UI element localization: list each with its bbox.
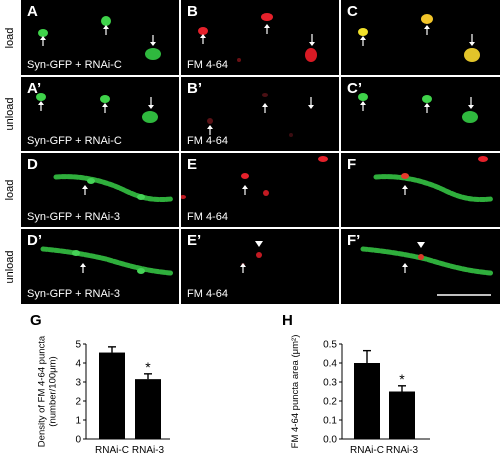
panel-E-prime: E’ FM 4-64 [181,229,339,304]
row-label-unload-1: unload [0,77,20,151]
panel-caption: FM 4-64 [187,211,228,223]
panel-caption: Syn-GFP + RNAi-C [27,135,122,147]
green-puncta-image [36,93,158,123]
panel-letter: C [347,3,358,20]
micrograph-grid: load A Syn-GFP + RNAi-C B FM 4-64 [0,0,500,304]
chart-H-svg: 0.0 0.1 0.2 0.3 0.4 0.5 RNAi-C RNAi-3 * FM 4-64 p… [290,335,430,456]
green-axon-image [40,246,174,276]
bar-RNAi-3 [389,391,415,439]
panel-letter: E [187,156,198,173]
y-axis-label: Density of FM 4-64 puncta [37,335,48,447]
chart-G-svg: 0 1 2 3 4 5 RNAi-C RNAi-3 * Density of FM 4-64 pu… [37,335,170,456]
panel-letter: C’ [347,80,362,97]
chart-letter: G [30,312,42,329]
x-tick-label: RNAi-3 [132,445,165,456]
y-tick-label: 4 [75,359,81,370]
y-tick-label: 0 [75,435,81,446]
y-tick-label: 0.3 [323,378,337,389]
y-tick-label: 0.1 [323,416,337,427]
merge-axon-image [360,242,494,296]
merge-image [358,14,480,62]
y-tick-label: 0.0 [323,435,337,446]
panel-A: A Syn-GFP + RNAi-C [21,0,179,75]
row-label-load-2: load [0,153,20,227]
merge-axon-image [373,156,494,202]
panel-F: F [341,153,500,227]
y-tick-label: 2 [75,397,81,408]
row-label-load-1: load [0,0,20,75]
chart-letter: H [282,312,293,329]
x-tick-label: RNAi-3 [386,445,419,456]
panel-letter: B’ [187,80,202,97]
panel-letter: D [27,156,38,173]
chart-H: H 0.0 0.1 0.2 0.3 0.4 0.5 RNAi-C RNAi-3 * FM 4-64… [282,312,482,468]
panel-D-prime: D’ Syn-GFP + RNAi-3 [21,229,179,304]
panel-caption: FM 4-64 [187,135,228,147]
panel-F-prime: F’ [341,229,500,304]
panel-letter: F’ [347,232,361,249]
panel-C: C [341,0,500,75]
y-tick-label: 3 [75,378,81,389]
red-dots-image [181,156,328,199]
y-tick-label: 0.4 [323,359,337,370]
merge-image [358,93,478,123]
chart-G: G 0 1 2 3 4 5 RNAi-C RNAi-3 * Density of FM 4-64 … [30,312,220,468]
significance-mark: * [399,371,405,387]
y-tick-label: 1 [75,416,81,427]
panel-C-prime: C’ [341,77,500,151]
panel-caption: Syn-GFP + RNAi-C [27,59,122,71]
y-axis-label: (number/100μm) [48,356,59,426]
panel-letter: A’ [27,80,42,97]
bar-RNAi-C [99,352,125,439]
panel-E: E FM 4-64 [181,153,339,227]
panel-B-prime: B’ FM 4-64 [181,77,339,151]
green-axon-image [53,174,174,202]
y-tick-label: 0.2 [323,397,337,408]
y-tick-label: 5 [75,340,81,351]
y-axis-label: FM 4-64 puncta area (μm²) [290,335,301,449]
panel-letter: A [27,3,38,20]
red-faint-image [207,93,314,137]
panel-letter: F [347,156,357,173]
panel-caption: FM 4-64 [187,288,228,300]
panel-letter: E’ [187,232,202,249]
panel-caption: FM 4-64 [187,59,228,71]
significance-mark: * [145,359,151,375]
x-tick-label: RNAi-C [350,445,384,456]
panel-letter: B [187,3,198,20]
panel-A-prime: A’ Syn-GFP + RNAi-C [21,77,179,151]
panel-letter: D’ [27,232,42,249]
red-puncta-image [198,13,317,62]
panel-caption: Syn-GFP + RNAi-3 [27,288,121,300]
bar-RNAi-3 [135,379,161,439]
green-puncta-image [38,16,161,60]
red-dots-image [240,241,263,273]
y-tick-label: 0.5 [323,340,337,351]
panel-D: D Syn-GFP + RNAi-3 [21,153,179,227]
bar-RNAi-C [354,363,380,439]
x-tick-label: RNAi-C [95,445,129,456]
panel-B: B FM 4-64 [181,0,339,75]
panel-caption: Syn-GFP + RNAi-3 [27,211,121,223]
row-label-unload-2: unload [0,229,20,304]
